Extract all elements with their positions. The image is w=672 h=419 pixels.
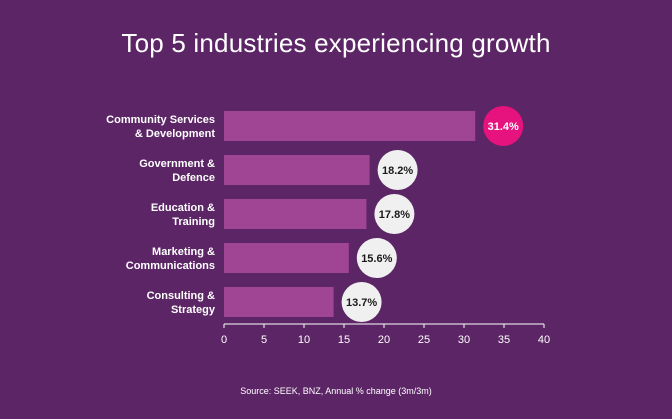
value-badge-0 bbox=[483, 106, 524, 146]
category-label-1: Government & Defence bbox=[139, 158, 215, 184]
x-tick-label-4: 20 bbox=[378, 334, 390, 346]
value-label-2: 17.8% bbox=[379, 209, 410, 221]
value-badge-4 bbox=[341, 282, 382, 322]
bar-0 bbox=[224, 111, 476, 141]
value-label-4: 13.7% bbox=[346, 297, 377, 309]
value-badge-2 bbox=[374, 194, 415, 234]
category-label-2: Education & Training bbox=[151, 202, 215, 228]
bar-3 bbox=[224, 243, 349, 273]
bar-1 bbox=[224, 155, 370, 185]
x-tick-label-0: 0 bbox=[221, 334, 227, 346]
value-badge-3 bbox=[356, 238, 397, 278]
bar-4 bbox=[224, 287, 334, 317]
x-tick-label-6: 30 bbox=[458, 334, 470, 346]
category-label-3: Marketing & Communications bbox=[126, 246, 215, 272]
source-note: Source: SEEK, BNZ, Annual % change (3m/3… bbox=[240, 386, 432, 396]
x-tick-label-1: 5 bbox=[261, 334, 267, 346]
x-tick-label-7: 35 bbox=[498, 334, 510, 346]
category-label-0: Community Services & Development bbox=[106, 114, 215, 140]
bar-2 bbox=[224, 199, 367, 229]
chart-title: Top 5 industries experiencing growth bbox=[121, 28, 551, 58]
x-tick-label-2: 10 bbox=[298, 334, 310, 346]
category-label-4: Consulting & Strategy bbox=[147, 290, 216, 316]
x-tick-label-5: 25 bbox=[418, 334, 430, 346]
value-label-1: 18.2% bbox=[382, 165, 413, 177]
x-tick-label-8: 40 bbox=[538, 334, 550, 346]
value-label-0: 31.4% bbox=[488, 121, 519, 133]
value-badge-1 bbox=[377, 150, 418, 190]
x-tick-label-3: 15 bbox=[338, 334, 350, 346]
value-label-3: 15.6% bbox=[361, 253, 392, 265]
